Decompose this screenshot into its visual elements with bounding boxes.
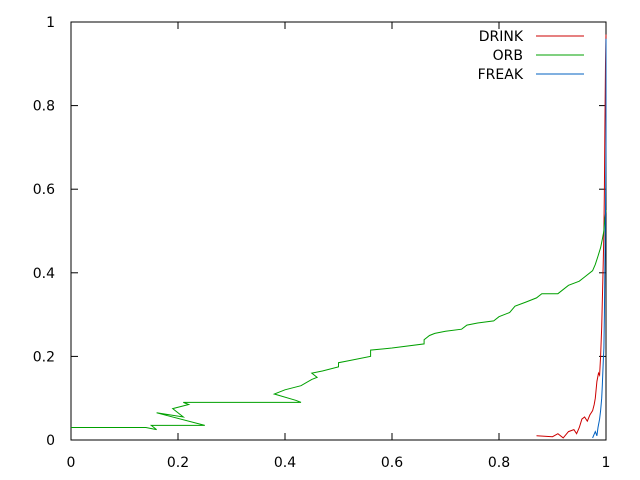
x-tick-label: 1 [602,455,611,471]
x-tick-label: 0.6 [381,455,403,471]
y-tick-label: 1 [46,15,55,31]
plot-frame [70,21,607,441]
x-tick-label: 0.2 [167,455,189,471]
x-tick-label: 0.8 [488,455,510,471]
x-tick-label: 0 [67,455,76,471]
legend: DRINK ORB FREAK [478,29,584,83]
series-line-drink [536,34,607,439]
y-tick-label: 0.4 [33,266,55,282]
legend-label-orb: ORB [493,48,523,64]
series-line-freak [592,38,607,439]
series-line-orb [71,210,607,431]
y-tick-label: 0 [46,433,55,449]
y-tick-label: 0.6 [33,182,55,198]
x-axis: 0 0.2 0.4 0.6 0.8 1 [67,22,611,471]
legend-label-freak: FREAK [478,67,524,83]
legend-label-drink: DRINK [479,29,524,45]
x-tick-label: 0.4 [274,455,296,471]
y-tick-label: 0.2 [33,349,55,365]
y-tick-label: 0.8 [33,99,55,115]
series-lines [71,34,607,439]
